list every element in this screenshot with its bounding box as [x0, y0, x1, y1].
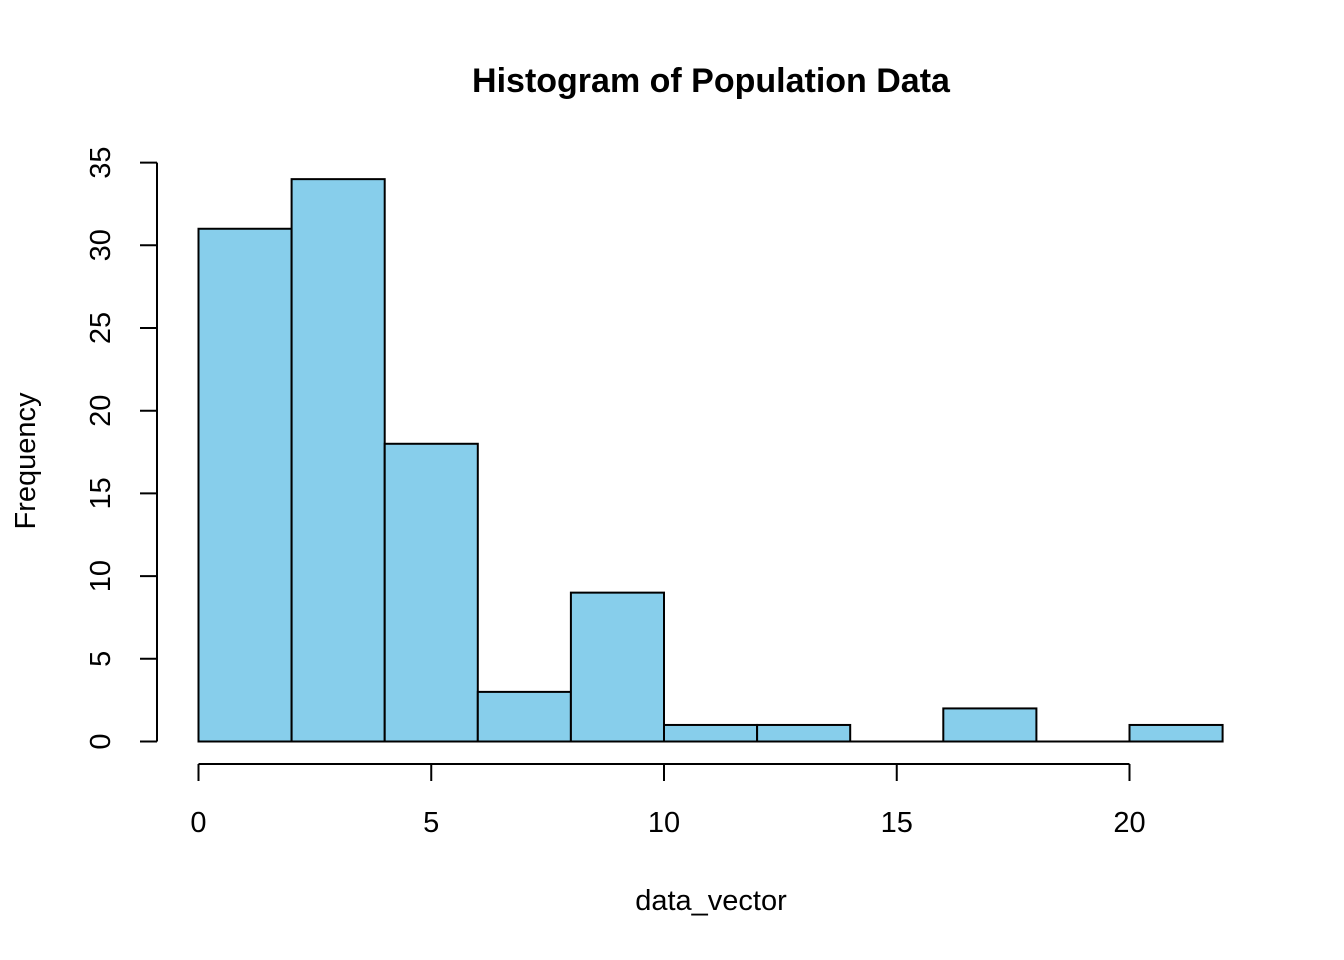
chart-title: Histogram of Population Data: [472, 62, 951, 100]
histogram-bar-3: [476, 690, 572, 743]
y-tick-label: 20: [85, 395, 117, 427]
histogram-bar-4: [569, 591, 666, 743]
histogram-bar-2: [383, 442, 479, 743]
x-tick-label: 0: [190, 807, 206, 839]
histogram-bar-1: [290, 178, 386, 743]
histogram-bar-0: [197, 227, 293, 743]
x-axis-label: data_vector: [635, 885, 787, 917]
y-tick-label: 25: [85, 312, 117, 344]
y-tick-label: 10: [85, 560, 117, 592]
histogram-bar-8: [942, 707, 1038, 743]
histogram-bar-5: [663, 723, 759, 743]
y-axis: 0 5 10 15 20 25 30 35: [85, 146, 158, 750]
x-tick-label: 15: [881, 807, 913, 839]
y-tick-label: 30: [85, 229, 117, 261]
histogram-bar-6: [756, 723, 852, 743]
x-tick-label: 10: [648, 807, 680, 839]
x-axis: 0 5 10 15 20: [190, 763, 1146, 839]
y-tick-label: 15: [85, 477, 117, 509]
y-tick-label: 35: [85, 146, 117, 178]
y-axis-label: Frequency: [10, 392, 42, 530]
y-tick-label: 5: [85, 651, 117, 667]
x-tick-label: 20: [1113, 807, 1145, 839]
y-tick-label: 0: [85, 733, 117, 749]
bars-group: [197, 178, 1224, 743]
x-tick-label: 5: [423, 807, 439, 839]
histogram-bar-10: [1128, 723, 1224, 743]
